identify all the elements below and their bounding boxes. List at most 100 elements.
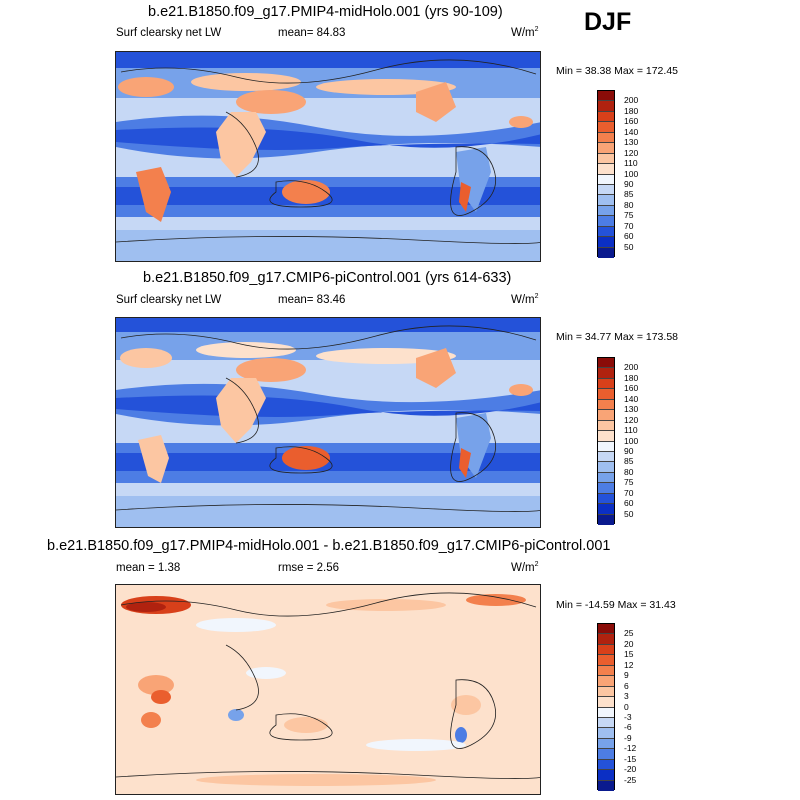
panel-3-map xyxy=(115,584,541,795)
panel-3-colorbar xyxy=(597,623,615,791)
colorbar-swatch xyxy=(598,514,614,525)
colorbar-swatch xyxy=(598,164,614,175)
colorbar-tick-label: 160 xyxy=(624,383,639,394)
colorbar-swatch xyxy=(598,441,614,452)
colorbar-tick-label: -6 xyxy=(624,722,632,733)
panel-3-units: W/m2 xyxy=(511,561,539,574)
colorbar-tick-label: 60 xyxy=(624,498,634,509)
colorbar-tick-label: 15 xyxy=(624,649,634,660)
colorbar-tick-label: 200 xyxy=(624,95,639,106)
colorbar-tick-label: 80 xyxy=(624,199,634,210)
colorbar-swatch xyxy=(598,195,614,206)
colorbar-swatch xyxy=(598,707,614,718)
colorbar-swatch xyxy=(598,462,614,473)
colorbar-swatch xyxy=(598,420,614,432)
panel-3-min-max: Min = -14.59 Max = 31.43 xyxy=(556,599,676,611)
colorbar-tick-label: 25 xyxy=(624,628,634,639)
panel-3-mean-label: mean = 1.38 xyxy=(116,562,181,574)
colorbar-tick-label: 85 xyxy=(624,456,634,467)
colorbar-swatch xyxy=(598,644,614,656)
panel-2-map-field xyxy=(116,318,540,527)
colorbar-tick-label: 110 xyxy=(624,158,638,169)
panel-1-map-field xyxy=(116,52,540,261)
colorbar-swatch xyxy=(598,101,614,112)
colorbar-tick-label: 60 xyxy=(624,231,634,242)
colorbar-tick-label: -15 xyxy=(624,753,637,764)
colorbar-swatch xyxy=(598,153,614,165)
colorbar-swatch xyxy=(598,358,614,369)
colorbar-swatch xyxy=(598,749,614,760)
colorbar-swatch xyxy=(598,728,614,739)
colorbar-swatch xyxy=(598,676,614,687)
panel-1-mean-label: mean= 84.83 xyxy=(278,27,346,39)
colorbar-swatch xyxy=(598,247,614,258)
colorbar-tick-label: 3 xyxy=(624,691,629,702)
colorbar-swatch xyxy=(598,759,614,771)
colorbar-swatch xyxy=(598,665,614,677)
colorbar-tick-label: 80 xyxy=(624,466,634,477)
colorbar-tick-label: 120 xyxy=(624,414,639,425)
colorbar-swatch xyxy=(598,770,614,781)
colorbar-tick-label: 20 xyxy=(624,638,634,649)
colorbar-tick-label: 70 xyxy=(624,487,634,498)
colorbar-swatch xyxy=(598,226,614,238)
panel-2-title: b.e21.B1850.f09_g17.CMIP6-piControl.001 … xyxy=(143,270,512,286)
colorbar-tick-label: -25 xyxy=(624,774,637,785)
colorbar-tick-label: 130 xyxy=(624,404,639,415)
panel-3-rmse-label: rmse = 2.56 xyxy=(278,562,340,574)
colorbar-swatch xyxy=(598,132,614,144)
panel-1-colorbar xyxy=(597,90,615,258)
colorbar-swatch xyxy=(598,410,614,421)
colorbar-swatch xyxy=(598,697,614,708)
colorbar-swatch xyxy=(598,717,614,729)
colorbar-tick-label: 50 xyxy=(624,241,634,252)
colorbar-tick-label: 50 xyxy=(624,508,634,519)
colorbar-swatch xyxy=(598,634,614,645)
panel-2-mean-label: mean= 83.46 xyxy=(278,294,346,306)
colorbar-swatch xyxy=(598,472,614,484)
colorbar-swatch xyxy=(598,483,614,494)
colorbar-swatch xyxy=(598,686,614,698)
colorbar-swatch xyxy=(598,780,614,791)
colorbar-tick-label: 90 xyxy=(624,178,634,189)
colorbar-tick-label: 100 xyxy=(624,168,639,179)
colorbar-swatch xyxy=(598,399,614,411)
panel-1-title: b.e21.B1850.f09_g17.PMIP4-midHolo.001 (y… xyxy=(148,4,503,20)
colorbar-tick-label: 130 xyxy=(624,137,639,148)
colorbar-tick-label: -12 xyxy=(624,743,637,754)
colorbar-tick-label: 75 xyxy=(624,477,634,488)
panel-2-colorbar xyxy=(597,357,615,525)
colorbar-swatch xyxy=(598,431,614,442)
colorbar-swatch xyxy=(598,216,614,227)
colorbar-swatch xyxy=(598,389,614,400)
colorbar-swatch xyxy=(598,738,614,750)
colorbar-swatch xyxy=(598,493,614,505)
colorbar-tick-label: 100 xyxy=(624,435,639,446)
colorbar-swatch xyxy=(598,237,614,248)
colorbar-swatch xyxy=(598,205,614,217)
colorbar-swatch xyxy=(598,451,614,463)
panel-3-map-field xyxy=(116,585,540,794)
colorbar-tick-label: 120 xyxy=(624,147,639,158)
season-label: DJF xyxy=(584,8,632,36)
colorbar-swatch xyxy=(598,504,614,515)
panel-1-units: W/m2 xyxy=(511,26,539,39)
colorbar-tick-label: 160 xyxy=(624,116,639,127)
colorbar-tick-label: 12 xyxy=(624,659,634,670)
colorbar-swatch xyxy=(598,624,614,635)
panel-2-units: W/m2 xyxy=(511,293,539,306)
panel-3-title: b.e21.B1850.f09_g17.PMIP4-midHolo.001 - … xyxy=(47,538,611,554)
colorbar-swatch xyxy=(598,174,614,185)
panel-1-min-max: Min = 38.38 Max = 172.45 xyxy=(556,65,678,77)
colorbar-tick-label: 140 xyxy=(624,126,639,137)
colorbar-swatch xyxy=(598,143,614,154)
colorbar-tick-label: 90 xyxy=(624,445,634,456)
colorbar-swatch xyxy=(598,368,614,379)
colorbar-tick-label: -9 xyxy=(624,732,632,743)
panel-2-map xyxy=(115,317,541,528)
colorbar-tick-label: 180 xyxy=(624,372,639,383)
panel-2-variable-label: Surf clearsky net LW xyxy=(116,294,222,306)
colorbar-tick-label: 110 xyxy=(624,425,638,436)
panel-1-map xyxy=(115,51,541,262)
colorbar-tick-label: -3 xyxy=(624,711,632,722)
